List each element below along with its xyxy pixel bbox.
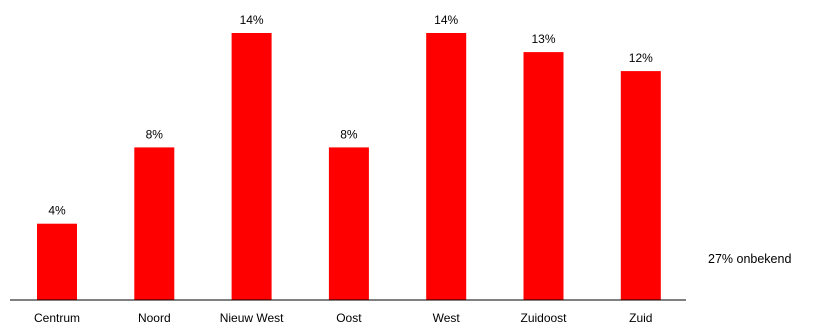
category-labels-group: Centrum Noord Nieuw West Oost West Zuidoost Zu… [34,311,652,325]
unknown-share-note: 27% onbekend [708,252,792,266]
bar-oost [328,147,369,300]
category-label: Zuidoost [520,311,567,325]
value-label: 14% [240,13,264,27]
category-label: Zuid [629,311,652,325]
bars-group [37,33,661,300]
value-label: 12% [629,51,653,65]
bar-zuid [620,71,661,300]
value-label: 14% [434,13,458,27]
value-label: 8% [146,127,164,141]
bar-west [426,33,467,300]
bar-zuidoost [523,52,564,300]
category-label: Noord [138,311,171,325]
bar-nieuw-west [231,33,272,300]
bar-centrum [37,223,77,300]
category-label: Nieuw West [220,311,284,325]
category-label: Centrum [34,311,80,325]
category-label: Oost [336,311,362,325]
value-label: 4% [48,204,66,218]
category-label: West [433,311,461,325]
value-labels-group: 4% 8% 14% 8% 14% 13% 12% [48,13,653,218]
value-label: 8% [340,127,358,141]
bar-noord [134,147,175,300]
value-label: 13% [531,32,555,46]
